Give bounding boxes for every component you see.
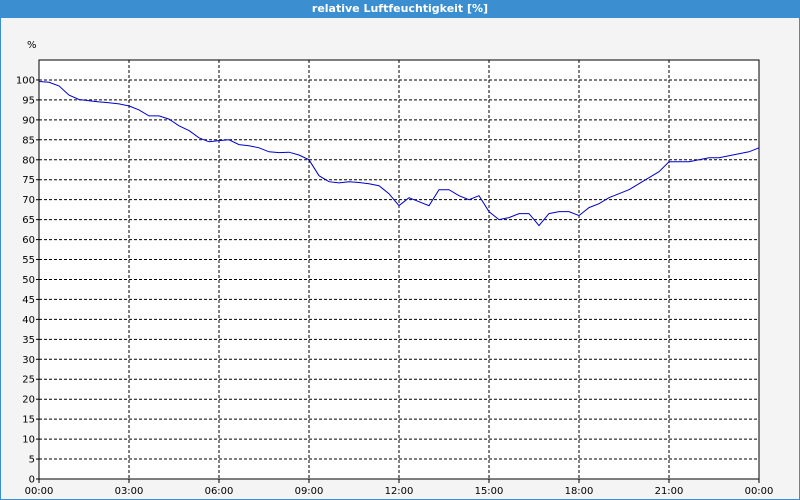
- y-tick-label: 100: [16, 75, 35, 86]
- y-tick-label: 10: [22, 435, 35, 446]
- y-tick-label: 85: [22, 135, 35, 146]
- grid-lines: [39, 60, 759, 479]
- y-tick-label: 50: [22, 275, 35, 286]
- humidity-series-line: [38, 81, 760, 227]
- x-tick-time-label: 00:00: [745, 486, 774, 497]
- y-axis-unit-label: %: [27, 40, 37, 51]
- y-tick-label: 35: [22, 335, 35, 346]
- x-tick-time-label: 15:00: [475, 486, 504, 497]
- y-tick-label: 20: [22, 395, 35, 406]
- x-tick-time-label: 06:00: [205, 486, 234, 497]
- y-tick-label: 40: [22, 315, 35, 326]
- y-tick-label: 45: [22, 295, 35, 306]
- y-tick-label: 65: [22, 215, 35, 226]
- y-tick-label: 75: [22, 175, 35, 186]
- humidity-chart: 0 5 10 15 20 25 30 35 40 45 50 55 60 65 70 75 80 85 90 95 10…: [16, 40, 774, 497]
- x-tick-time-label: 12:00: [385, 486, 414, 497]
- y-axis-ticks: 0 5 10 15 20 25 30 35 40 45 50 55 60 65 70 75 80 85 90 95 10…: [16, 75, 39, 486]
- y-tick-label: 15: [22, 415, 35, 426]
- y-tick-label: 95: [22, 95, 35, 106]
- x-tick-time-label: 09:00: [295, 486, 324, 497]
- y-tick-label: 70: [22, 195, 35, 206]
- y-tick-label: 60: [22, 235, 35, 246]
- chart-title: relative Luftfeuchtigkeit [%]: [0, 0, 800, 18]
- plot-area: [38, 59, 760, 480]
- y-tick-label: 0: [29, 475, 35, 486]
- y-tick-label: 55: [22, 255, 35, 266]
- x-tick-time-label: 03:00: [115, 486, 144, 497]
- y-tick-label: 80: [22, 155, 35, 166]
- y-tick-label: 5: [29, 455, 35, 466]
- x-tick-time-label: 21:00: [655, 486, 684, 497]
- x-axis-ticks: 00:0017.09.2103:0017.09.2106:0017.09.210…: [25, 479, 774, 497]
- y-tick-label: 30: [22, 355, 35, 366]
- x-tick-time-label: 00:00: [25, 486, 54, 497]
- x-tick-time-label: 18:00: [565, 486, 594, 497]
- y-tick-label: 90: [22, 115, 35, 126]
- y-tick-label: 25: [22, 375, 35, 386]
